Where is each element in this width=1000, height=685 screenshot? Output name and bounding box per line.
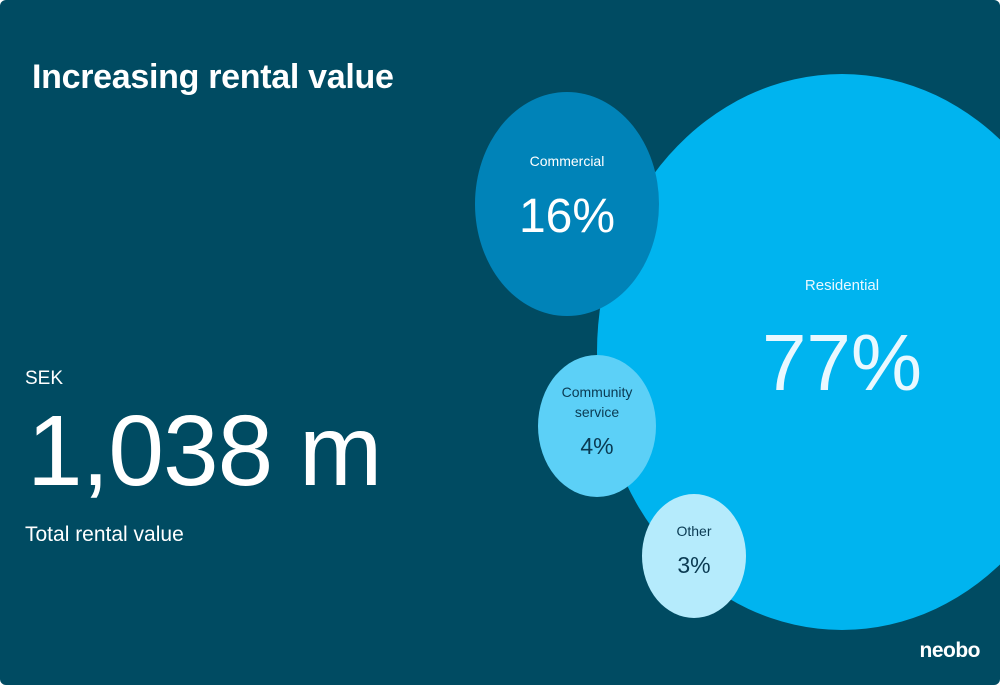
bubble-commercial: Commercial 16%	[475, 92, 659, 316]
bubble-shape-community-service	[538, 355, 656, 497]
kpi-label: Total rental value	[25, 523, 184, 546]
neobo-logo: neobo	[919, 639, 981, 662]
bubble-shape-residential	[597, 74, 1000, 630]
bubble-value-commercial: 16%	[519, 190, 615, 243]
kpi-value: 1,038 m	[27, 395, 382, 507]
bubble-label-community-service: Community	[562, 384, 633, 400]
bubble-label-community-service: service	[575, 404, 620, 420]
bubble-label-other: Other	[676, 523, 711, 539]
bubble-other: Other 3%	[642, 494, 746, 618]
page-title: Increasing rental value	[32, 58, 394, 96]
bubble-shape-other	[642, 494, 746, 618]
bubble-value-community-service: 4%	[580, 433, 613, 459]
bubble-residential: Residential 77%	[597, 74, 1000, 630]
kpi-unit: SEK	[25, 368, 64, 389]
bubble-value-other: 3%	[677, 552, 710, 578]
bubble-label-commercial: Commercial	[530, 153, 605, 169]
bubble-value-residential: 77%	[762, 318, 922, 407]
bubble-community-service: Community service 4%	[538, 355, 656, 497]
bubble-label-residential: Residential	[805, 277, 879, 294]
bubble-shape-commercial	[475, 92, 659, 316]
